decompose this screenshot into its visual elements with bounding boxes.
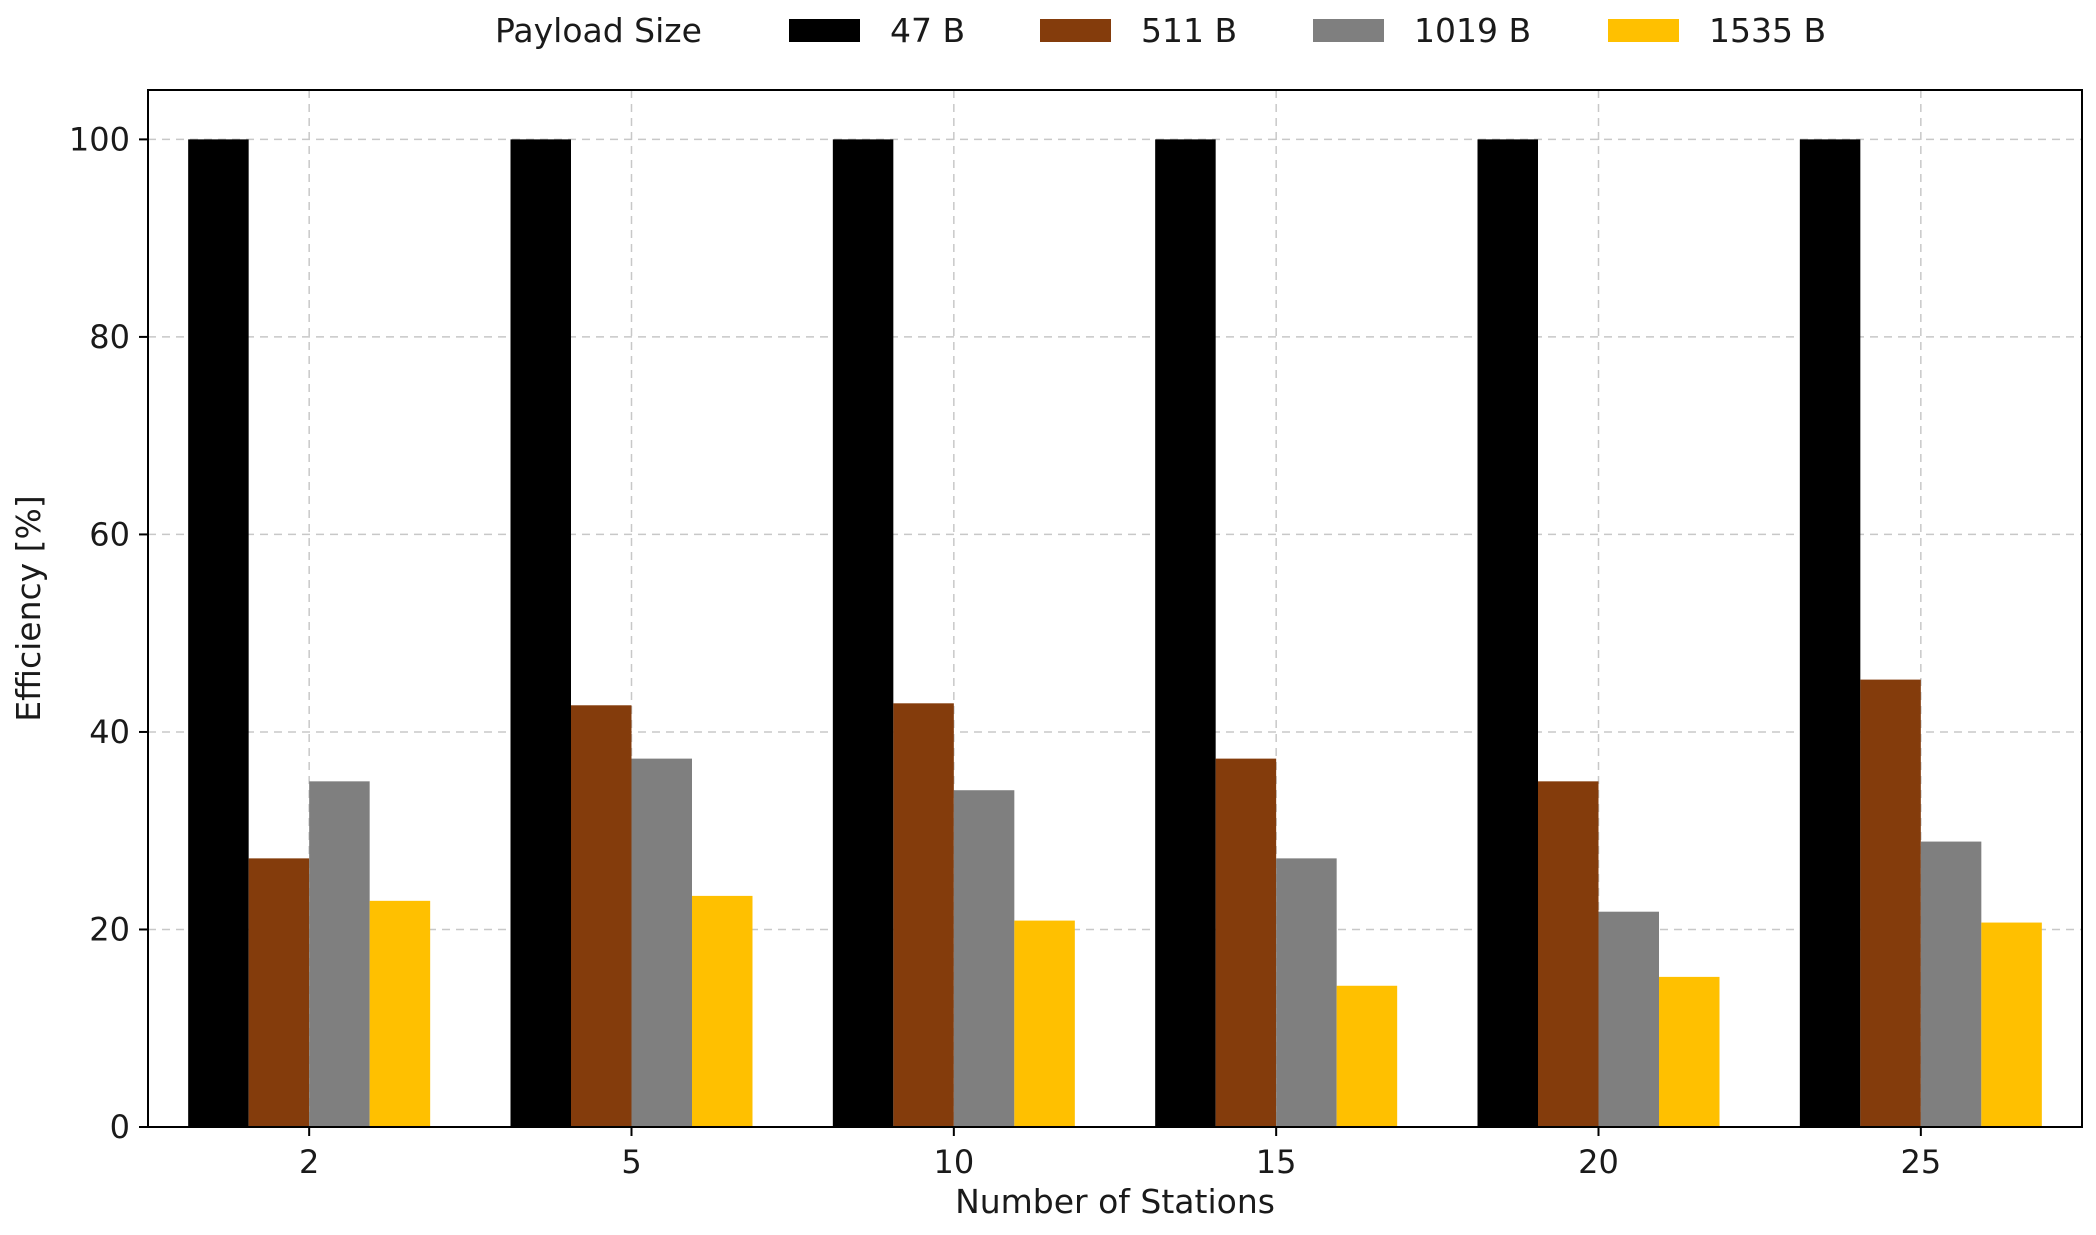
legend-label-47b: 47 B (890, 11, 965, 50)
y-tick-label: 100 (69, 120, 130, 158)
bar-1535b-stations-10 (1014, 920, 1075, 1127)
x-axis-ticks: 2 5 10 15 20 25 (299, 1127, 1941, 1181)
y-tick-label: 0 (110, 1108, 130, 1146)
legend-swatch-1535b (1608, 19, 1679, 42)
x-tick-label: 25 (1900, 1143, 1941, 1181)
bar-1019b-stations-2 (309, 781, 370, 1127)
x-tick-label: 20 (1578, 1143, 1619, 1181)
bar-1019b-stations-25 (1920, 841, 1982, 1127)
legend-title: Payload Size (495, 11, 702, 50)
y-tick-label: 40 (89, 713, 130, 751)
gridlines (148, 90, 2082, 1128)
bar-1019b-stations-10 (953, 790, 1015, 1127)
bar-1535b-stations-2 (369, 900, 431, 1127)
bar-1535b-stations-5 (692, 895, 753, 1127)
y-tick-label: 80 (89, 318, 130, 356)
legend-label-1535b: 1535 B (1709, 11, 1826, 50)
bar-47b-stations-5 (510, 139, 571, 1127)
plot-area-frame (147, 89, 2083, 1128)
x-tick-label: 10 (933, 1143, 974, 1181)
y-tick-label: 60 (89, 515, 130, 553)
bars (188, 139, 2042, 1127)
bar-511b-stations-2 (248, 858, 310, 1127)
y-axis-label: Efficiency [%] (9, 495, 48, 722)
bar-47b-stations-10 (832, 139, 894, 1127)
legend-swatch-1019b (1313, 19, 1384, 42)
y-axis-ticks: 0 20 40 60 80 100 (69, 120, 148, 1146)
bar-47b-stations-2 (188, 139, 249, 1127)
x-tick-label: 15 (1256, 1143, 1297, 1181)
bar-1019b-stations-20 (1598, 911, 1659, 1127)
legend-swatch-511b (1040, 19, 1111, 42)
bar-1535b-stations-20 (1659, 976, 1720, 1127)
legend: Payload Size 47 B 511 B 1019 B 1535 B (495, 11, 1826, 50)
bar-511b-stations-20 (1538, 781, 1599, 1127)
bar-1535b-stations-25 (1981, 922, 2042, 1127)
bar-511b-stations-15 (1215, 758, 1277, 1127)
bar-511b-stations-10 (893, 703, 954, 1127)
bar-511b-stations-25 (1860, 679, 1921, 1127)
x-tick-label: 2 (299, 1143, 319, 1181)
bar-1019b-stations-15 (1276, 858, 1337, 1127)
bar-47b-stations-25 (1799, 139, 1861, 1127)
bar-1019b-stations-5 (631, 758, 692, 1127)
bar-47b-stations-15 (1155, 139, 1216, 1127)
x-tick-label: 5 (621, 1143, 641, 1181)
legend-swatch-47b (789, 19, 860, 42)
bar-1535b-stations-15 (1336, 985, 1398, 1127)
y-tick-label: 20 (89, 910, 130, 948)
x-axis-label: Number of Stations (955, 1182, 1275, 1221)
bar-47b-stations-20 (1477, 139, 1538, 1127)
legend-label-1019b: 1019 B (1414, 11, 1531, 50)
bar-511b-stations-5 (571, 705, 632, 1127)
legend-label-511b: 511 B (1141, 11, 1237, 50)
